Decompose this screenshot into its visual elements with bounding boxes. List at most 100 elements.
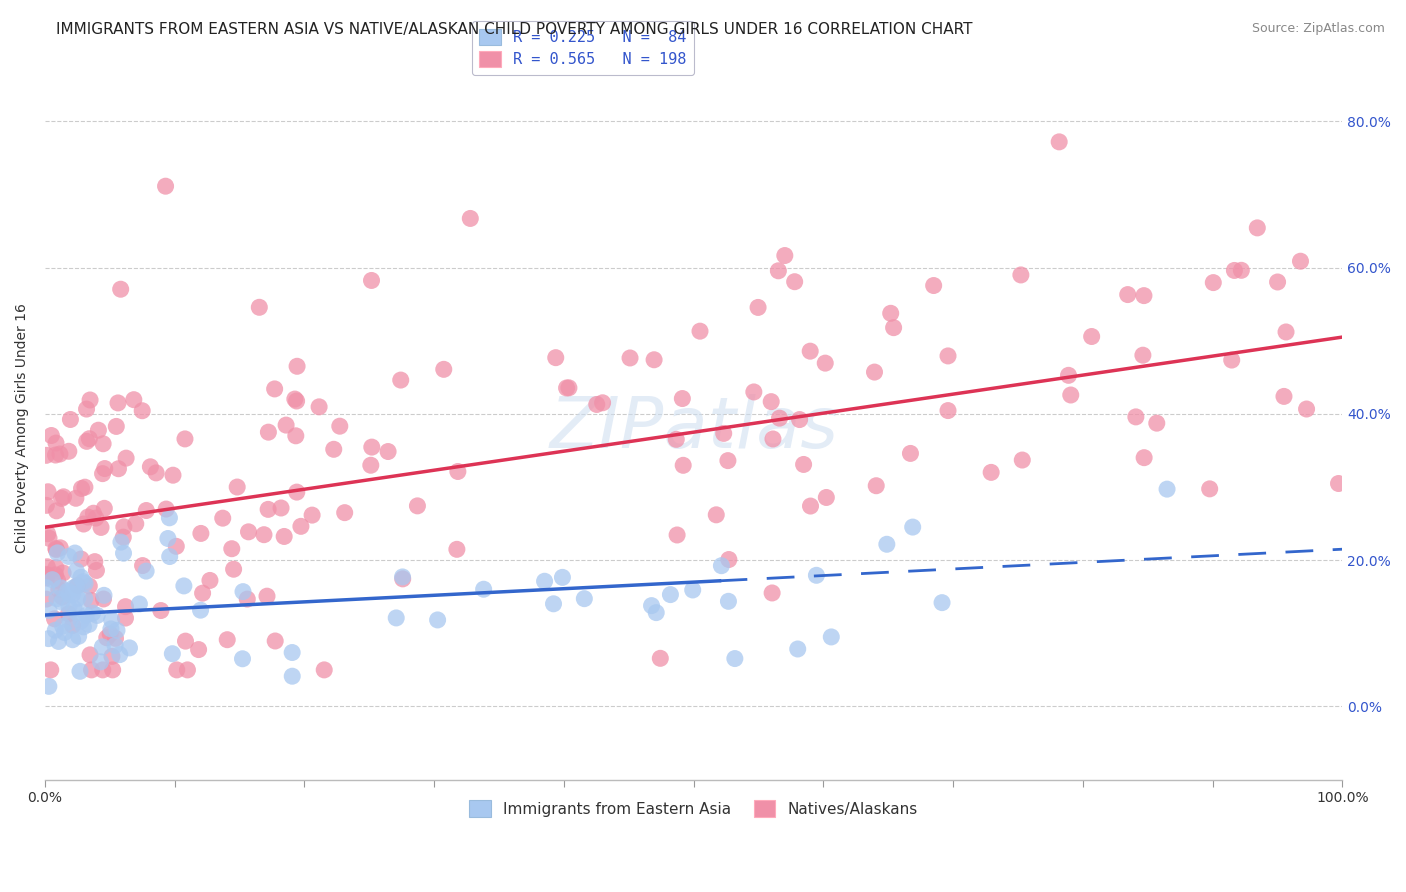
Point: [799, 499, 821, 513]
Point: [112, 546, 135, 560]
Point: [1223, 263, 1246, 277]
Point: [110, 535, 132, 549]
Point: [426, 613, 449, 627]
Point: [221, 541, 243, 556]
Point: [45, 504, 67, 518]
Point: [799, 344, 821, 359]
Point: [290, 519, 312, 533]
Point: [360, 458, 382, 473]
Point: [814, 356, 837, 370]
Point: [66, 591, 89, 606]
Point: [592, 396, 614, 410]
Point: [863, 365, 886, 379]
Point: [377, 444, 399, 458]
Point: [285, 485, 308, 500]
Point: [79, 648, 101, 662]
Point: [110, 282, 132, 296]
Point: [46, 574, 69, 588]
Point: [231, 652, 253, 666]
Legend: Immigrants from Eastern Asia, Natives/Alaskans: Immigrants from Eastern Asia, Natives/Al…: [461, 793, 925, 824]
Point: [211, 511, 233, 525]
Point: [53, 625, 76, 640]
Point: [51, 595, 73, 609]
Point: [114, 599, 136, 614]
Point: [104, 632, 127, 646]
Point: [79, 579, 101, 593]
Point: [77, 617, 100, 632]
Point: [301, 508, 323, 522]
Point: [391, 572, 413, 586]
Point: [574, 591, 596, 606]
Point: [105, 624, 128, 638]
Point: [717, 552, 740, 566]
Point: [76, 402, 98, 417]
Point: [49, 447, 72, 461]
Point: [84, 511, 107, 525]
Point: [87, 423, 110, 437]
Point: [101, 663, 124, 677]
Point: [72, 620, 94, 634]
Point: [149, 603, 172, 617]
Point: [58, 587, 80, 601]
Point: [1267, 275, 1289, 289]
Point: [391, 570, 413, 584]
Point: [689, 324, 711, 338]
Point: [650, 651, 672, 665]
Point: [191, 586, 214, 600]
Point: [131, 403, 153, 417]
Point: [70, 552, 93, 566]
Point: [83, 555, 105, 569]
Point: [51, 590, 73, 604]
Point: [91, 663, 114, 677]
Point: [58, 607, 80, 621]
Point: [82, 606, 104, 620]
Point: [155, 179, 177, 194]
Point: [936, 349, 959, 363]
Point: [165, 539, 187, 553]
Point: [1230, 263, 1253, 277]
Point: [761, 394, 783, 409]
Point: [672, 458, 695, 473]
Point: [558, 381, 581, 395]
Point: [643, 352, 665, 367]
Point: [145, 466, 167, 480]
Point: [76, 434, 98, 449]
Point: [433, 362, 456, 376]
Point: [768, 411, 790, 425]
Point: [173, 579, 195, 593]
Point: [665, 433, 688, 447]
Point: [190, 526, 212, 541]
Point: [238, 524, 260, 539]
Point: [62, 587, 84, 601]
Point: [38, 531, 60, 545]
Point: [762, 432, 785, 446]
Point: [360, 273, 382, 287]
Point: [114, 611, 136, 625]
Point: [166, 663, 188, 677]
Point: [619, 351, 641, 365]
Point: [704, 508, 727, 522]
Point: [1275, 325, 1298, 339]
Point: [900, 446, 922, 460]
Point: [285, 359, 308, 374]
Point: [49, 541, 72, 555]
Point: [80, 593, 103, 607]
Point: [93, 588, 115, 602]
Point: [1327, 476, 1350, 491]
Point: [63, 601, 86, 615]
Point: [159, 511, 181, 525]
Point: [406, 499, 429, 513]
Point: [793, 458, 815, 472]
Point: [257, 425, 280, 439]
Point: [37, 484, 59, 499]
Point: [936, 403, 959, 417]
Point: [35, 567, 58, 582]
Point: [62, 581, 84, 595]
Point: [66, 578, 89, 592]
Point: [65, 564, 87, 578]
Point: [70, 570, 93, 584]
Point: [1156, 482, 1178, 496]
Point: [256, 589, 278, 603]
Point: [58, 549, 80, 564]
Point: [128, 597, 150, 611]
